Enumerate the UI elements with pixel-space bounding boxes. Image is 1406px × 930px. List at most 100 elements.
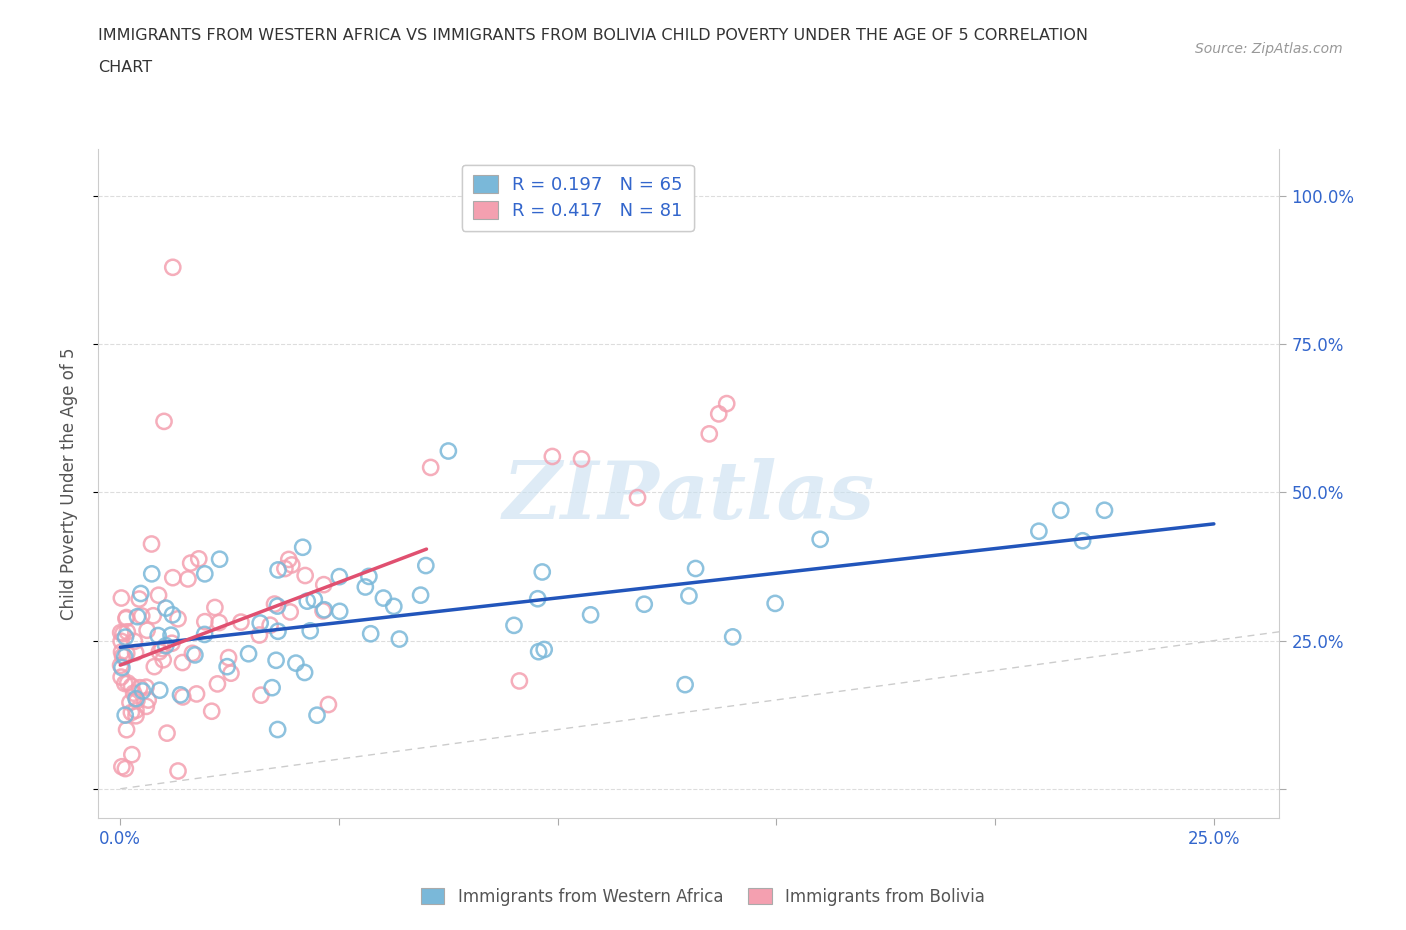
Point (531, 565, 554, 579)
Point (194, 614, 217, 629)
Point (685, 561, 707, 576)
Point (204, 600, 226, 615)
Point (141, 566, 163, 581)
Y-axis label: Child Poverty Under the Age of 5: Child Poverty Under the Age of 5 (59, 347, 77, 620)
Point (131, 684, 153, 698)
Point (117, 675, 139, 690)
Point (360, 626, 382, 641)
Point (294, 568, 316, 583)
Point (114, 649, 136, 664)
Point (201, 704, 224, 719)
Point (155, 638, 177, 653)
Point (111, 626, 134, 641)
Point (250, 687, 273, 702)
Point (354, 579, 377, 594)
Point (419, 460, 441, 475)
Point (388, 631, 411, 646)
Point (277, 552, 299, 567)
Point (299, 623, 322, 638)
Point (266, 599, 288, 614)
Point (217, 659, 239, 674)
Point (329, 604, 352, 618)
Point (218, 650, 240, 665)
Point (149, 683, 172, 698)
Point (128, 591, 150, 606)
Point (541, 449, 564, 464)
Point (186, 686, 208, 701)
Point (184, 647, 207, 662)
Point (673, 677, 696, 692)
Point (125, 691, 148, 706)
Point (187, 551, 209, 566)
Point (135, 680, 157, 695)
Point (508, 673, 530, 688)
Point (707, 406, 730, 421)
Point (533, 642, 555, 657)
Legend: R = 0.197   N = 65, R = 0.417   N = 81: R = 0.197 N = 65, R = 0.417 N = 81 (461, 165, 693, 231)
Point (763, 596, 786, 611)
Point (294, 665, 316, 680)
Point (172, 689, 194, 704)
Point (146, 628, 169, 643)
Text: Source: ZipAtlas.com: Source: ZipAtlas.com (1195, 42, 1343, 56)
Text: CHART: CHART (98, 60, 152, 75)
Point (177, 572, 200, 587)
Point (114, 761, 136, 776)
Point (382, 599, 405, 614)
Point (143, 659, 166, 674)
Point (238, 646, 260, 661)
Point (678, 589, 700, 604)
Text: ZIPatlas: ZIPatlas (503, 458, 875, 536)
Point (114, 708, 136, 723)
Point (110, 658, 132, 672)
Point (135, 699, 157, 714)
Point (150, 641, 173, 656)
Point (247, 628, 270, 643)
Point (110, 625, 132, 640)
Point (808, 532, 831, 547)
Point (297, 593, 319, 608)
Point (114, 630, 136, 644)
Point (633, 597, 655, 612)
Point (136, 693, 159, 708)
Point (122, 685, 145, 700)
Point (160, 628, 183, 643)
Point (291, 539, 314, 554)
Point (409, 588, 432, 603)
Point (208, 615, 231, 630)
Point (1094, 503, 1116, 518)
Point (194, 566, 217, 581)
Point (110, 644, 132, 659)
Point (155, 601, 177, 616)
Point (697, 427, 720, 442)
Point (262, 680, 284, 695)
Point (318, 698, 340, 712)
Point (111, 649, 134, 664)
Point (415, 558, 437, 573)
Point (118, 695, 141, 710)
Point (281, 557, 304, 572)
Point (111, 759, 134, 774)
Point (125, 703, 148, 718)
Point (127, 609, 149, 624)
Point (314, 603, 336, 618)
Point (503, 618, 526, 632)
Point (125, 693, 148, 708)
Point (357, 569, 380, 584)
Point (162, 607, 184, 622)
Point (1028, 524, 1050, 538)
Point (110, 591, 132, 605)
Point (131, 608, 153, 623)
Legend: Immigrants from Western Africa, Immigrants from Bolivia: Immigrants from Western Africa, Immigran… (415, 881, 991, 912)
Point (115, 611, 138, 626)
Point (312, 604, 335, 618)
Point (167, 611, 190, 626)
Point (160, 636, 183, 651)
Point (121, 747, 143, 762)
Point (278, 604, 301, 619)
Point (716, 396, 738, 411)
Point (129, 586, 152, 601)
Point (274, 561, 297, 576)
Point (579, 607, 602, 622)
Point (136, 623, 159, 638)
